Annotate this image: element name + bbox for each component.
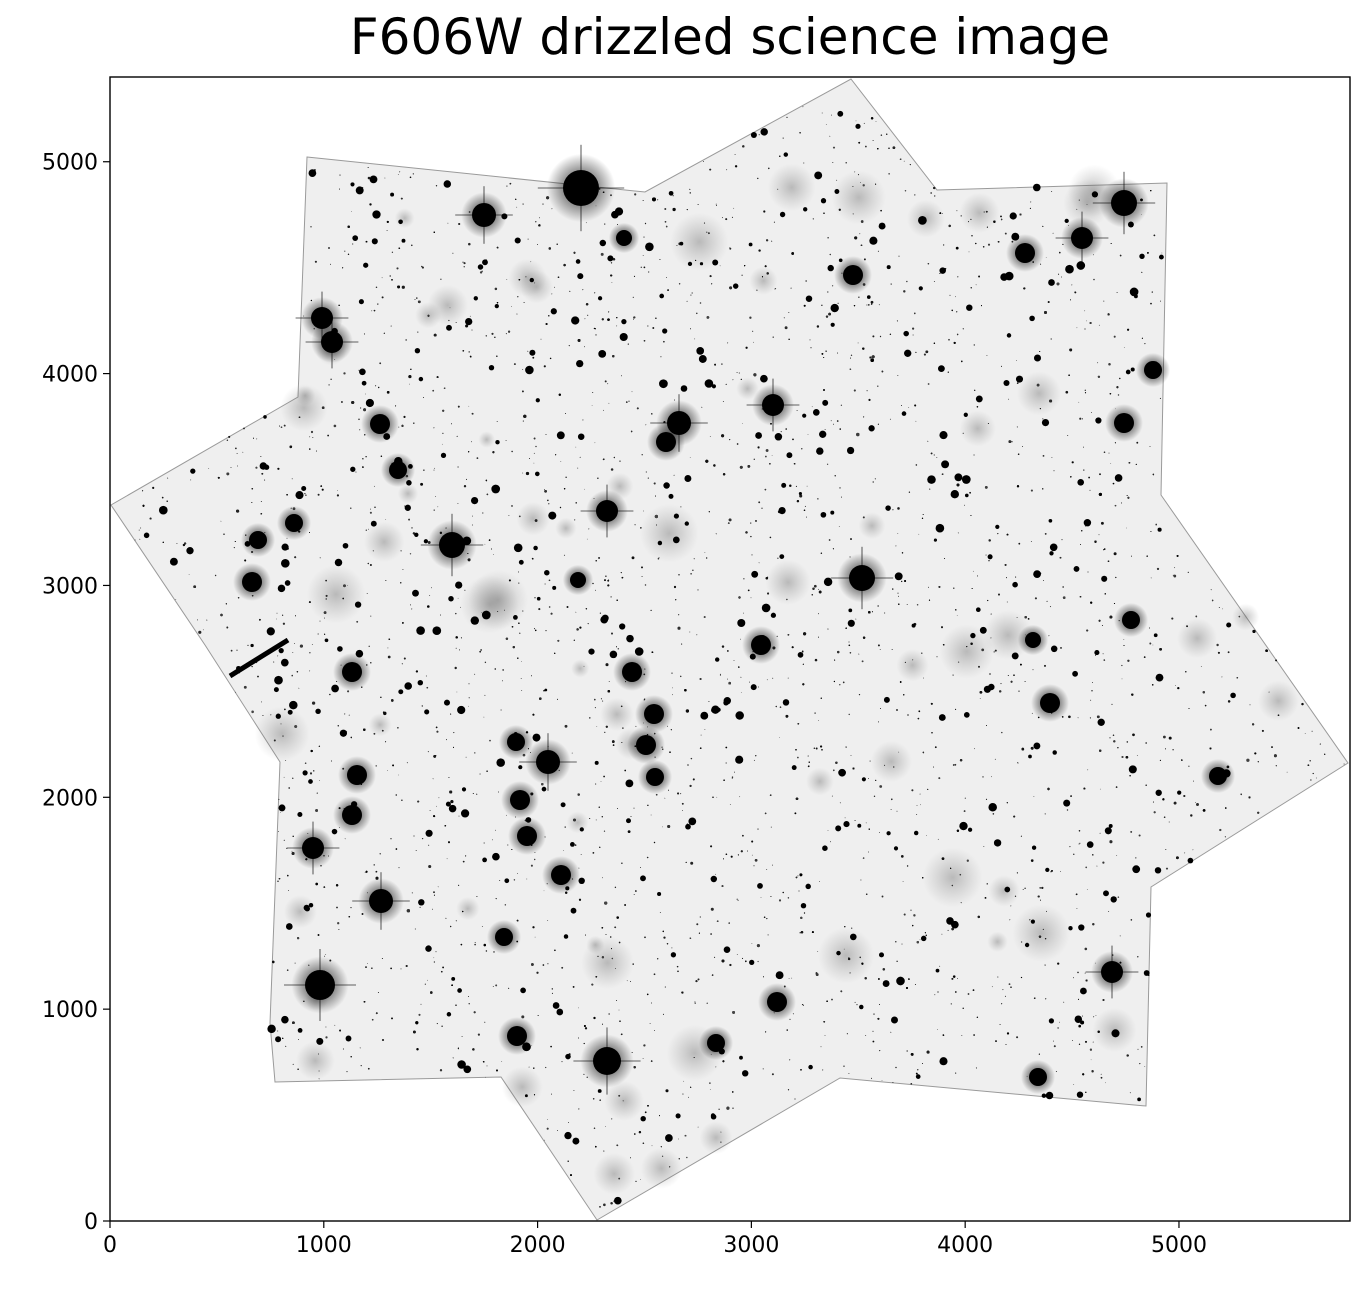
plot-frame (109, 76, 1351, 1222)
plot-area (110, 77, 1350, 1221)
x-tick-label: 3000 (723, 1233, 779, 1258)
y-tick-label: 3000 (42, 574, 98, 599)
x-tick-label: 0 (103, 1233, 117, 1258)
star-field (134, 106, 1345, 1208)
y-tick-label: 5000 (42, 151, 98, 176)
y-tick-label: 4000 (42, 363, 98, 388)
x-tick-label: 2000 (510, 1233, 566, 1258)
y-tick-label: 2000 (42, 786, 98, 811)
x-tick-label: 4000 (937, 1233, 993, 1258)
x-tick-label: 1000 (296, 1233, 352, 1258)
x-tick-label: 5000 (1151, 1233, 1207, 1258)
y-axis: 0 1000 2000 3000 4000 5000 (42, 151, 110, 1235)
plot-title: F606W drizzled science image (349, 8, 1111, 66)
y-tick-label: 1000 (42, 998, 98, 1023)
x-axis: 0 1000 2000 3000 4000 5000 (103, 1221, 1207, 1258)
y-tick-label: 0 (84, 1210, 98, 1235)
